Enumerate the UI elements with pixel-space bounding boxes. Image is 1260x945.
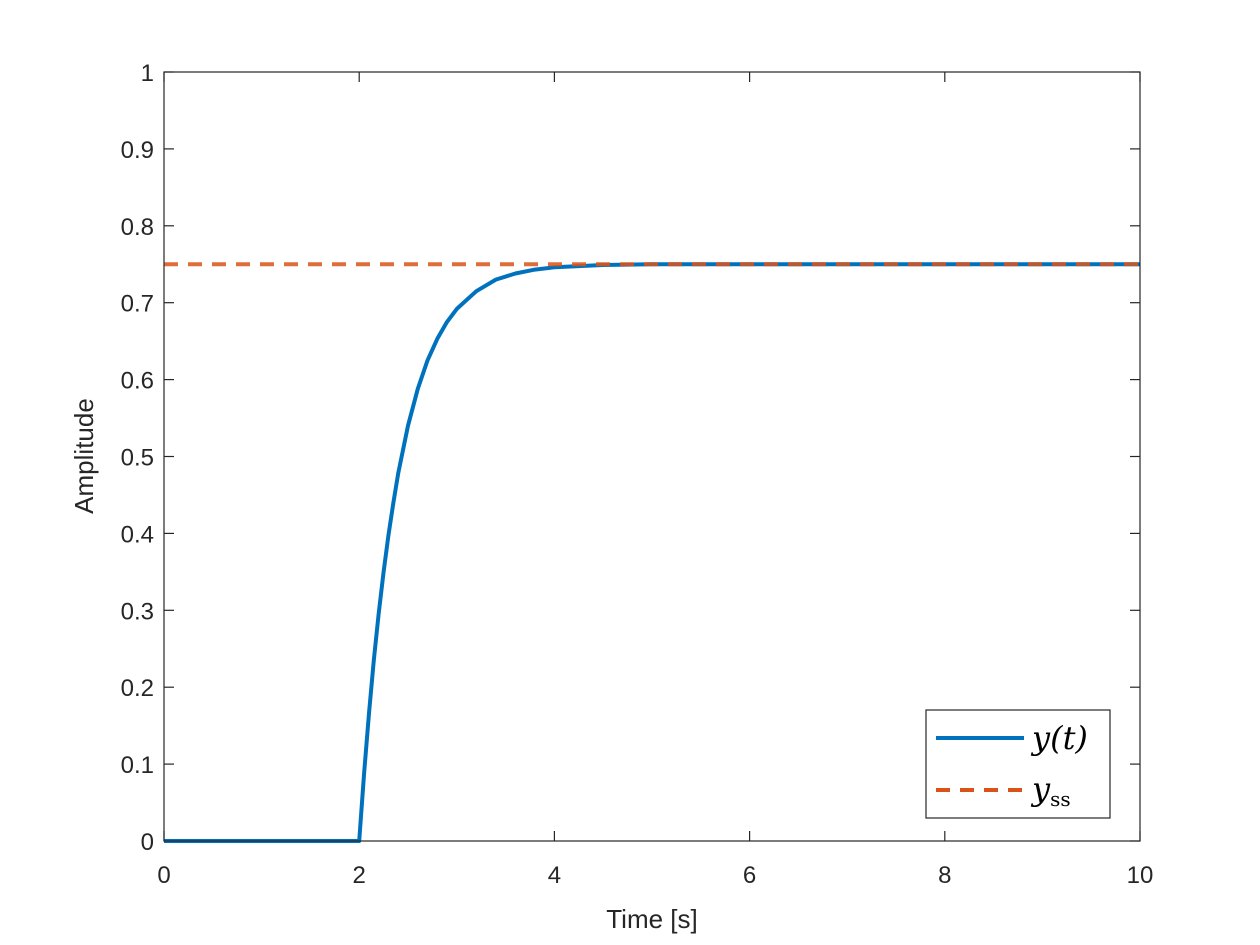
legend-label-y-t: y(t) <box>1030 719 1088 757</box>
y-tick-label: 0.6 <box>121 368 154 395</box>
y-tick-label: 0.5 <box>121 445 154 472</box>
x-axis-title: Time [s] <box>606 904 697 934</box>
x-tick-label: 0 <box>157 862 170 889</box>
tick-labels: 0 2 4 6 8 10 0 0.1 0.2 0.3 0.4 0.5 0.6 0.7 0.8 0.9 1 <box>121 60 1154 889</box>
legend-label-y-ss: yss <box>1030 770 1071 811</box>
y-tick-label: 0 <box>141 829 154 856</box>
y-tick-label: 0.1 <box>121 752 154 779</box>
legend-box <box>925 709 1111 819</box>
series-layer <box>164 262 1140 843</box>
x-tick-label: 2 <box>353 862 366 889</box>
y-tick-label: 0.4 <box>121 521 154 548</box>
y-tick-label: 1 <box>141 60 154 87</box>
y-tick-label: 0.8 <box>121 214 154 241</box>
legend-label-y-ss-sub: ss <box>1050 787 1071 811</box>
y-axis-title: Amplitude <box>69 398 99 514</box>
y-tick-label: 0.2 <box>121 675 154 702</box>
legend: y(t) yss <box>925 709 1111 819</box>
x-tick-label: 6 <box>743 862 756 889</box>
plot-area-frame <box>163 71 1141 842</box>
x-tick-label: 4 <box>548 862 561 889</box>
y-tick-label: 0.3 <box>121 598 154 625</box>
x-tick-label: 10 <box>1127 862 1154 889</box>
y-tick-label: 0.9 <box>121 137 154 164</box>
legend-label-y-ss-main: y <box>1030 770 1051 808</box>
x-tick-label: 8 <box>938 862 951 889</box>
y-tick-label: 0.7 <box>121 291 154 318</box>
